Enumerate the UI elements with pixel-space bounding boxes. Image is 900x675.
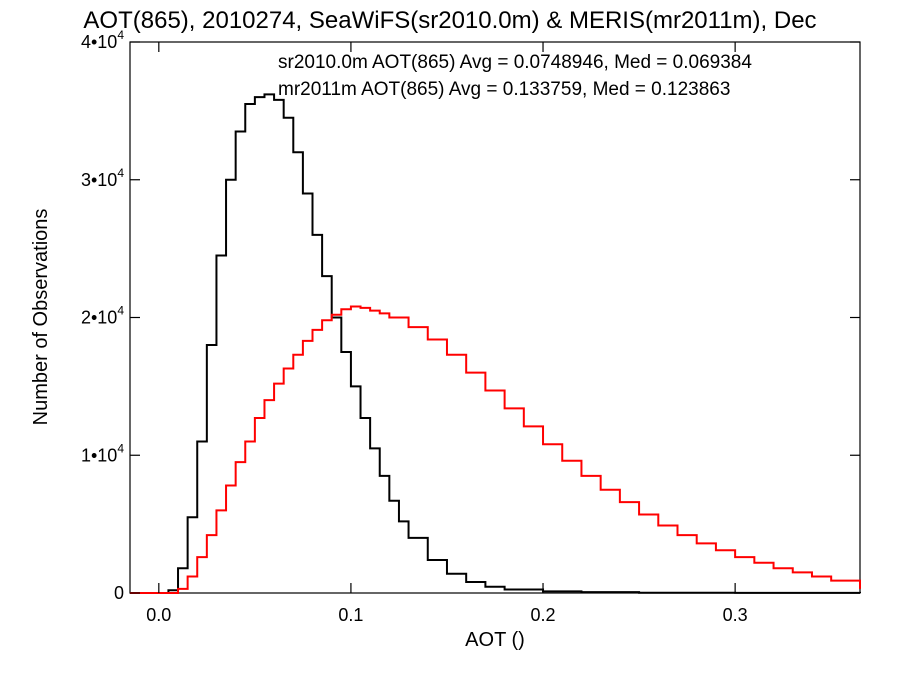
x-tick-label: 0.0 [146, 605, 171, 625]
y-axis-ticks: 0 1•104 2•104 3•104 4•104 [81, 28, 860, 603]
series-layer [130, 93, 861, 594]
y-tick-label: 0 [114, 583, 124, 603]
y-tick-label: 4•104 [81, 28, 124, 52]
x-axis-ticks: 0.0 0.1 0.2 0.3 [146, 42, 748, 625]
plot-frame [129, 41, 861, 594]
x-tick-label: 0.2 [531, 605, 556, 625]
series-line-0 [130, 93, 861, 594]
x-axis-label: AOT () [465, 629, 525, 651]
plot-area: 0.0 0.1 0.2 0.3 0 1•104 2•104 3•104 4•104 [81, 28, 861, 625]
y-tick-label: 2•104 [81, 304, 124, 328]
x-tick-label: 0.3 [723, 605, 748, 625]
x-tick-label: 0.1 [338, 605, 363, 625]
red-series-stats: mr2011m AOT(865) Avg = 0.133759, Med = 0… [278, 79, 730, 100]
black-series-stats: sr2010.0m AOT(865) Avg = 0.0748946, Med … [278, 52, 752, 73]
chart-title: AOT(865), 2010274, SeaWiFS(sr2010.0m) & … [83, 7, 816, 34]
series-line-1 [130, 305, 861, 594]
y-tick-label: 3•104 [81, 166, 124, 190]
y-tick-label: 1•104 [81, 441, 124, 465]
y-axis-label: Number of Observations [30, 209, 52, 426]
